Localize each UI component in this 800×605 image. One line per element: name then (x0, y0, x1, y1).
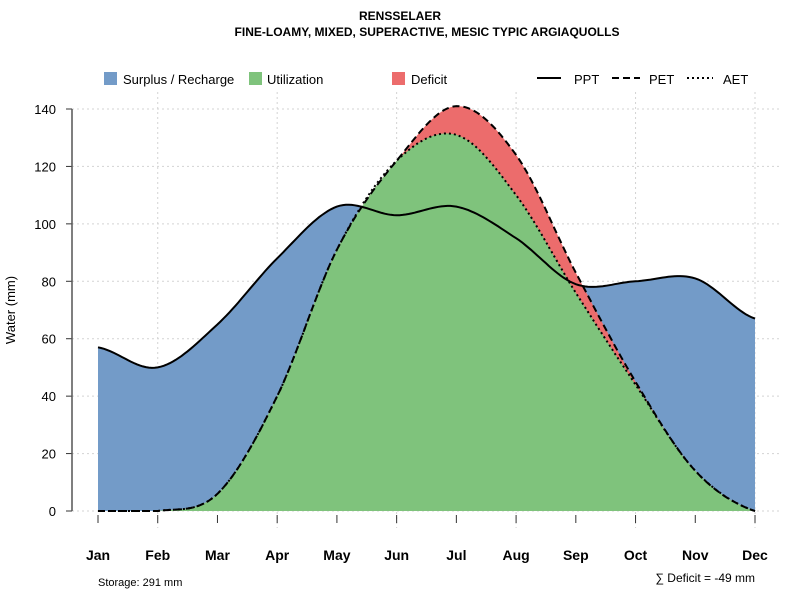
x-tick-label: Apr (265, 547, 290, 563)
legend: Surplus / Recharge Utilization Deficit P… (104, 72, 748, 87)
chart-subtitle: FINE-LOAMY, MIXED, SUPERACTIVE, MESIC TY… (235, 25, 620, 39)
x-tick-label: Mar (205, 547, 230, 563)
y-tick-label: 120 (34, 159, 56, 174)
areas (98, 106, 755, 512)
x-tick-label: Oct (624, 547, 648, 563)
lines (97, 105, 756, 512)
x-tick-label: May (323, 547, 350, 563)
y-tick-label: 20 (42, 447, 56, 462)
x-tick-label: Jan (86, 547, 110, 563)
y-tick-label: 0 (49, 504, 56, 519)
x-tick-label: Feb (145, 547, 170, 563)
x-tick-label: Aug (502, 547, 529, 563)
axes: 0 20 40 60 80 100 120 140 Jan Feb Mar Apr May Jun Jul A… (34, 102, 768, 563)
legend-swatch-deficit (392, 72, 405, 85)
legend-label-deficit: Deficit (411, 72, 448, 87)
x-tick-label: Nov (682, 547, 709, 563)
deficit-annotation: ∑ Deficit = -49 mm (655, 571, 755, 585)
legend-swatch-utilization (249, 72, 262, 85)
legend-label-surplus: Surplus / Recharge (123, 72, 234, 87)
y-tick-label: 140 (34, 102, 56, 117)
y-tick-label: 80 (42, 274, 56, 289)
legend-swatch-surplus (104, 72, 117, 85)
y-axis-label: Water (mm) (3, 276, 18, 344)
x-tick-label: Jul (446, 547, 466, 563)
chart-title: RENSSELAER (359, 9, 441, 23)
series-line-ppt (97, 203, 756, 369)
legend-label-pet: PET (649, 72, 674, 87)
legend-label-ppt: PPT (574, 72, 599, 87)
y-tick-label: 40 (42, 389, 56, 404)
x-tick-label: Jun (384, 547, 409, 563)
series-line-aet (98, 132, 756, 512)
utilization-area (98, 133, 755, 511)
legend-label-utilization: Utilization (267, 72, 323, 87)
legend-label-aet: AET (723, 72, 748, 87)
x-tick-label: Sep (563, 547, 589, 563)
y-tick-label: 100 (34, 217, 56, 232)
storage-annotation: Storage: 291 mm (98, 577, 182, 589)
y-tick-label: 60 (42, 332, 56, 347)
x-tick-label: Dec (742, 547, 768, 563)
